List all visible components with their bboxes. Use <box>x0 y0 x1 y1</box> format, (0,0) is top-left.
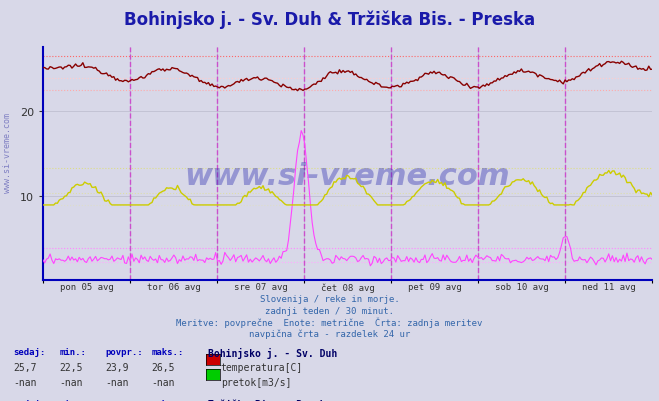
Text: -nan: -nan <box>13 377 37 387</box>
Text: tor 06 avg: tor 06 avg <box>146 283 200 292</box>
Text: 23,9: 23,9 <box>105 362 129 372</box>
Text: www.si-vreme.com: www.si-vreme.com <box>3 112 13 192</box>
Text: pet 09 avg: pet 09 avg <box>408 283 461 292</box>
Text: min.:: min.: <box>59 347 86 356</box>
Text: min.:: min.: <box>59 399 86 401</box>
Text: 26,5: 26,5 <box>152 362 175 372</box>
Text: ned 11 avg: ned 11 avg <box>582 283 636 292</box>
Text: -nan: -nan <box>105 377 129 387</box>
Text: zadnji teden / 30 minut.: zadnji teden / 30 minut. <box>265 306 394 315</box>
Text: 25,7: 25,7 <box>13 362 37 372</box>
Text: sedaj:: sedaj: <box>13 399 45 401</box>
Text: Bohinjsko j. - Sv. Duh & Tržiška Bis. - Preska: Bohinjsko j. - Sv. Duh & Tržiška Bis. - … <box>124 10 535 28</box>
Text: Bohinjsko j. - Sv. Duh: Bohinjsko j. - Sv. Duh <box>208 347 337 358</box>
Text: temperatura[C]: temperatura[C] <box>221 362 303 372</box>
Text: sre 07 avg: sre 07 avg <box>234 283 287 292</box>
Text: Tržiška Bis. - Preska: Tržiška Bis. - Preska <box>208 399 331 401</box>
Text: 22,5: 22,5 <box>59 362 83 372</box>
Text: pon 05 avg: pon 05 avg <box>59 283 113 292</box>
Text: povpr.:: povpr.: <box>105 399 143 401</box>
Text: sob 10 avg: sob 10 avg <box>495 283 549 292</box>
Text: Slovenija / reke in morje.: Slovenija / reke in morje. <box>260 295 399 304</box>
Text: sedaj:: sedaj: <box>13 347 45 356</box>
Text: čet 08 avg: čet 08 avg <box>321 283 374 292</box>
Text: -nan: -nan <box>152 377 175 387</box>
Text: maks.:: maks.: <box>152 399 184 401</box>
Text: -nan: -nan <box>59 377 83 387</box>
Text: Meritve: povprečne  Enote: metrične  Črta: zadnja meritev: Meritve: povprečne Enote: metrične Črta:… <box>177 317 482 328</box>
Text: www.si-vreme.com: www.si-vreme.com <box>185 162 511 190</box>
Text: pretok[m3/s]: pretok[m3/s] <box>221 377 291 387</box>
Text: navpična črta - razdelek 24 ur: navpična črta - razdelek 24 ur <box>249 328 410 338</box>
Text: maks.:: maks.: <box>152 347 184 356</box>
Text: povpr.:: povpr.: <box>105 347 143 356</box>
